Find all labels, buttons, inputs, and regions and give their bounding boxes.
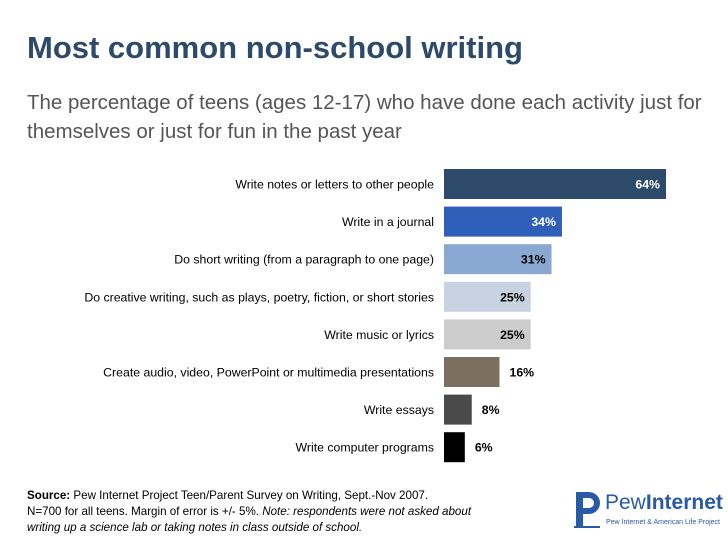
bar-write-essays <box>444 394 472 425</box>
value-label-write-music-or-lyrics: 25% <box>500 328 525 342</box>
bar-do-short-writing-from-a-paragraph-to-one-page <box>444 244 552 275</box>
category-label-write-notes-or-letters-to-other-people: Write notes or letters to other people <box>235 178 434 192</box>
category-label-write-in-a-journal: Write in a journal <box>342 215 434 229</box>
source-label: Source: <box>27 489 71 502</box>
logo-word-light: Pew <box>605 491 646 514</box>
bar-write-in-a-journal <box>444 206 562 237</box>
value-label-write-computer-programs: 6% <box>475 441 493 455</box>
pew-logo-icon <box>574 492 600 528</box>
category-label-write-music-or-lyrics: Write music or lyrics <box>324 328 434 342</box>
bar-write-computer-programs <box>444 432 465 463</box>
value-label-write-notes-or-letters-to-other-people: 64% <box>635 178 660 192</box>
bar-create-audio-video-powerpoint-or-multimedia-presentations <box>444 357 500 387</box>
chart-title: Most common non-school writing <box>27 30 523 65</box>
value-label-do-short-writing-from-a-paragraph-to-one-page: 31% <box>521 253 546 267</box>
value-label-create-audio-video-powerpoint-or-multimedia-presentations: 16% <box>510 366 535 380</box>
category-label-write-essays: Write essays <box>364 403 434 417</box>
bar-write-music-or-lyrics <box>444 319 531 350</box>
value-label-write-in-a-journal: 34% <box>531 215 556 229</box>
bar-write-notes-or-letters-to-other-people <box>444 169 666 199</box>
category-label-do-short-writing-from-a-paragraph-to-one-page: Do short writing (from a paragraph to on… <box>174 253 434 267</box>
category-label-write-computer-programs: Write computer programs <box>296 441 435 455</box>
note-text: Note: respondents were not asked about w… <box>27 505 472 534</box>
chart-subtitle: The percentage of teens (ages 12-17) who… <box>27 91 702 143</box>
bar-chart: Write notes or letters to other people 64… <box>84 169 666 463</box>
category-label-do-creative-writing-such-as-plays-poetry-fiction-or-short-stories: Do creative writing, such as plays, poet… <box>84 290 434 304</box>
category-label-create-audio-video-powerpoint-or-multimedia-presentations: Create audio, video, PowerPoint or multi… <box>103 366 434 380</box>
logo-word-bold: Internet <box>645 491 723 514</box>
logo-tagline: Pew Internet & American Life Project <box>606 519 720 526</box>
bar-do-creative-writing-such-as-plays-poetry-fiction-or-short-stories <box>444 281 531 312</box>
value-label-write-essays: 8% <box>482 403 500 417</box>
value-label-do-creative-writing-such-as-plays-poetry-fiction-or-short-stories: 25% <box>500 290 525 304</box>
source-text: Pew Internet Project Teen/Parent Survey … <box>73 489 429 502</box>
sample-text: N=700 for all teens. Margin of error is … <box>27 505 259 518</box>
logo-wordmark: PewInternet <box>605 491 723 515</box>
pew-internet-logo: PewInternet Pew Internet & American Life… <box>573 489 723 531</box>
source-note: Source: Pew Internet Project Teen/Parent… <box>27 488 477 536</box>
